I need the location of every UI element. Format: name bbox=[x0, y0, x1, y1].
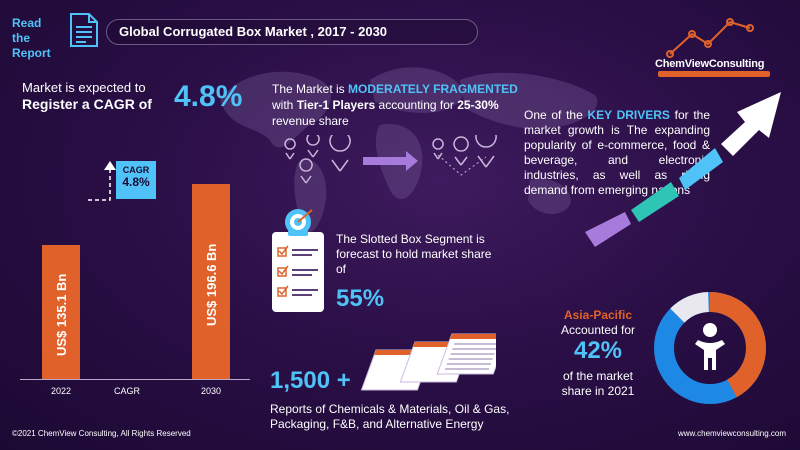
fragmentation-statement: The Market is MODERATELY FRAGMENTED with… bbox=[272, 81, 542, 129]
cagr-badge-value: 4.8% bbox=[122, 175, 150, 189]
logo-trend-graph-icon bbox=[666, 18, 754, 58]
frag-accounting: accounting for bbox=[375, 98, 458, 112]
bar-data-label-2030: US$ 196.6 Bn bbox=[203, 243, 219, 326]
reports-stack-icon bbox=[360, 333, 496, 391]
ap-accounted: Accounted for bbox=[560, 323, 636, 337]
logo-tagline-bar bbox=[658, 71, 770, 77]
cagr-growth-arrow-icon bbox=[88, 161, 116, 201]
footer-website-link[interactable]: www.chemviewconsulting.com bbox=[678, 429, 787, 438]
page-title: Global Corrugated Box Market , 2017 - 20… bbox=[106, 19, 478, 45]
x-tick-2022: 2022 bbox=[50, 386, 72, 396]
document-icon[interactable] bbox=[68, 12, 100, 48]
drivers-body: for the market growth is The expanding p… bbox=[524, 108, 710, 197]
drivers-pre: One of the bbox=[524, 108, 588, 122]
slotted-box-text: The Slotted Box Segment is forecast to h… bbox=[336, 232, 492, 276]
donut-segment-asia-pacific bbox=[654, 292, 766, 404]
footer-copyright: ©2021 ChemView Consulting, All Rights Re… bbox=[12, 429, 191, 438]
frag-with: with bbox=[272, 98, 297, 112]
x-tick-CAGR: CAGR bbox=[113, 386, 140, 396]
reports-description: Reports of Chemicals & Materials, Oil & … bbox=[270, 402, 510, 431]
cagr-line2: Register a CAGR of bbox=[22, 96, 152, 112]
cagr-intro: Market is expected to Register a CAGR of bbox=[22, 79, 182, 113]
cagr-badge: CAGR 4.8% bbox=[116, 161, 156, 199]
asia-pacific-share: 42% bbox=[573, 337, 623, 364]
location-pins-icon bbox=[284, 135, 497, 184]
frag-percent: 25-30% bbox=[457, 98, 499, 112]
ap-region: Asia-Pacific bbox=[563, 308, 633, 322]
frag-highlight: MODERATELY FRAGMENTED bbox=[348, 82, 518, 96]
asia-pacific-donut bbox=[654, 292, 766, 404]
cagr-line1: Market is expected to bbox=[22, 80, 146, 95]
key-drivers-text: One of the KEY DRIVERS for the market gr… bbox=[524, 108, 710, 198]
chart-x-axis bbox=[20, 379, 250, 380]
asia-pacific-subtext: of the market share in 2021 bbox=[561, 369, 635, 398]
checklist-clipboard-icon bbox=[272, 209, 324, 312]
slotted-box-share: 55% bbox=[336, 285, 385, 312]
bar-2022 bbox=[42, 245, 80, 379]
frag-line3: revenue share bbox=[272, 114, 349, 128]
cagr-badge-label: CAGR bbox=[122, 165, 150, 175]
bar-2030 bbox=[192, 184, 230, 379]
frag-tier1: Tier-1 Players bbox=[296, 98, 376, 112]
frag-line1: The Market is bbox=[272, 82, 349, 96]
drivers-highlight: KEY DRIVERS bbox=[587, 108, 670, 122]
reports-count: 1,500 + bbox=[270, 367, 351, 394]
company-logo: ChemViewConsulting bbox=[655, 58, 765, 70]
growth-arrows-icon bbox=[585, 92, 781, 247]
bar-data-label-2022: US$ 135.1 Bn bbox=[53, 273, 69, 357]
cagr-value: 4.8% bbox=[174, 80, 243, 113]
person-icon bbox=[695, 323, 725, 370]
read-the-report-link[interactable]: Read the Report bbox=[12, 16, 51, 60]
world-map-background bbox=[220, 67, 598, 233]
x-tick-2030: 2030 bbox=[200, 386, 222, 396]
asia-pacific-heading: Asia-Pacific Accounted for bbox=[548, 308, 648, 338]
